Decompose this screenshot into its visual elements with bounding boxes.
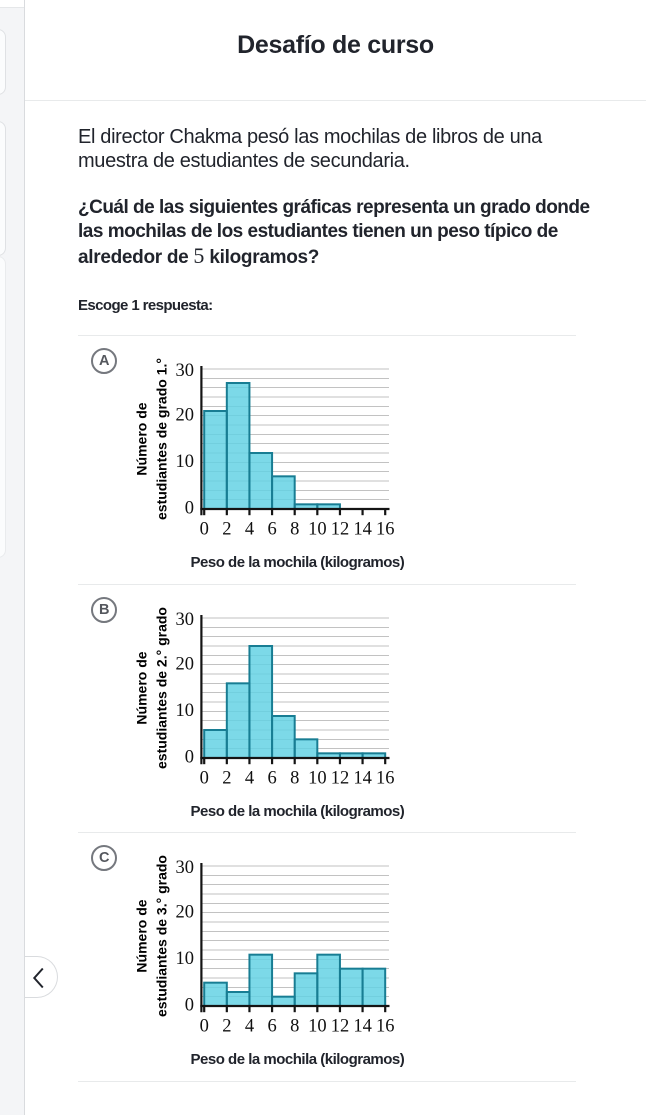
svg-text:30: 30 <box>176 858 195 878</box>
svg-text:4: 4 <box>245 520 254 540</box>
svg-text:estudiantes de 3.° grado: estudiantes de 3.° grado <box>154 855 170 1017</box>
svg-text:6: 6 <box>267 1017 276 1037</box>
svg-text:0: 0 <box>185 748 194 768</box>
svg-text:12: 12 <box>331 1017 350 1037</box>
svg-text:10: 10 <box>176 949 195 969</box>
svg-text:8: 8 <box>290 769 299 789</box>
svg-text:16: 16 <box>376 520 395 540</box>
svg-text:Número de: Número de <box>133 402 149 475</box>
svg-text:14: 14 <box>353 769 372 789</box>
svg-text:estudiantes de grado 1.°: estudiantes de grado 1.° <box>154 358 170 520</box>
svg-text:16: 16 <box>376 769 395 789</box>
svg-text:12: 12 <box>331 520 350 540</box>
svg-text:6: 6 <box>267 769 276 789</box>
svg-text:Número de: Número de <box>133 899 149 972</box>
svg-text:0: 0 <box>185 996 194 1016</box>
svg-text:estudiantes de 2.° grado: estudiantes de 2.° grado <box>154 607 170 769</box>
svg-text:20: 20 <box>176 654 195 674</box>
svg-text:14: 14 <box>353 1017 372 1037</box>
svg-text:10: 10 <box>308 1017 327 1037</box>
svg-text:2: 2 <box>222 769 231 789</box>
svg-text:4: 4 <box>245 769 254 789</box>
svg-text:2: 2 <box>222 520 231 540</box>
svg-text:Peso de la mochila (kilogramos: Peso de la mochila (kilogramos) <box>191 803 405 820</box>
svg-text:14: 14 <box>353 520 372 540</box>
svg-text:20: 20 <box>176 902 195 922</box>
svg-text:4: 4 <box>245 1017 254 1037</box>
svg-text:Peso de la mochila (kilogramos: Peso de la mochila (kilogramos) <box>191 554 405 571</box>
svg-text:12: 12 <box>331 769 350 789</box>
svg-text:16: 16 <box>376 1017 395 1037</box>
svg-text:10: 10 <box>176 452 195 472</box>
svg-text:30: 30 <box>176 610 195 630</box>
svg-text:0: 0 <box>185 499 194 519</box>
svg-text:8: 8 <box>290 520 299 540</box>
svg-text:0: 0 <box>200 520 209 540</box>
svg-text:30: 30 <box>176 361 195 381</box>
svg-text:8: 8 <box>290 1017 299 1037</box>
svg-text:20: 20 <box>176 405 195 425</box>
svg-text:0: 0 <box>200 769 209 789</box>
svg-text:Peso de la mochila (kilogramos: Peso de la mochila (kilogramos) <box>191 1051 405 1068</box>
svg-text:0: 0 <box>200 1017 209 1037</box>
svg-text:10: 10 <box>308 769 327 789</box>
svg-text:10: 10 <box>176 701 195 721</box>
svg-text:Número de: Número de <box>133 651 149 724</box>
svg-text:2: 2 <box>222 1017 231 1037</box>
svg-text:10: 10 <box>308 520 327 540</box>
svg-text:6: 6 <box>267 520 276 540</box>
